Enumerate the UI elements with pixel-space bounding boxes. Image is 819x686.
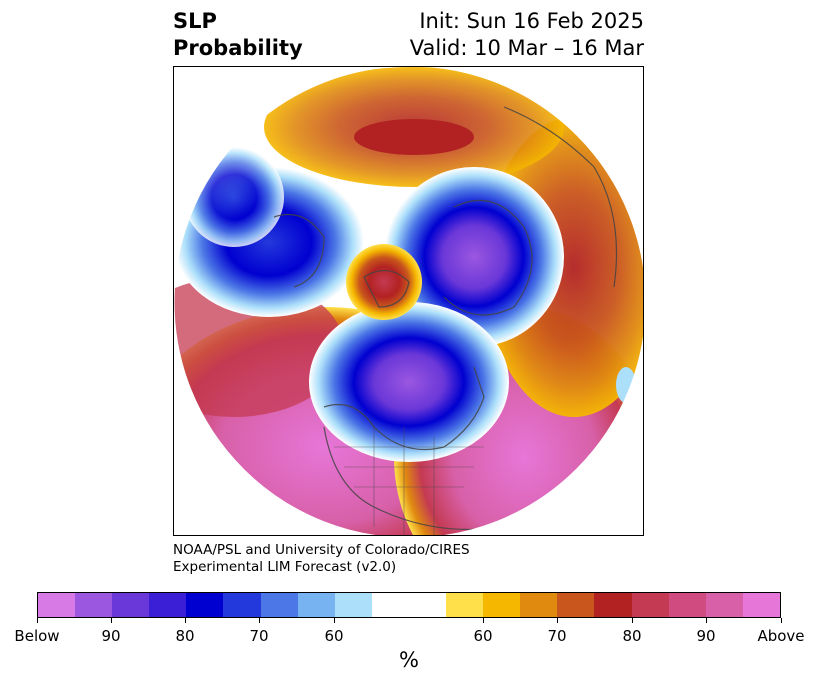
credit-line-2: Experimental LIM Forecast (v2.0) (173, 559, 397, 575)
colorbar (37, 592, 781, 618)
colorbar-tick-mark (557, 618, 558, 623)
colorbar-swatch (297, 593, 335, 617)
colorbar-tick-mark (781, 618, 782, 623)
credit-line-1: NOAA/PSL and University of Colorado/CIRE… (173, 542, 470, 558)
colorbar-tick-label: 80 (175, 627, 195, 645)
colorbar-unit: % (399, 648, 419, 672)
colorbar-swatch (520, 593, 558, 617)
colorbar-swatch (149, 593, 187, 617)
colorbar-swatch (75, 593, 113, 617)
title-variable: SLP (173, 9, 217, 33)
colorbar-swatch (223, 593, 261, 617)
colorbar-tick-label: 60 (473, 627, 493, 645)
colorbar-tick-mark (111, 618, 112, 623)
colorbar-swatch (112, 593, 150, 617)
colorbar-tick-mark (334, 618, 335, 623)
colorbar-swatch (371, 593, 447, 617)
colorbar-swatch (260, 593, 298, 617)
colorbar-swatch (631, 593, 669, 617)
colorbar-tick-label: 60 (324, 627, 344, 645)
colorbar-swatch (742, 593, 780, 617)
colorbar-tick-mark (483, 618, 484, 623)
forecast-dates: Init: Sun 16 Feb 2025 Valid: 10 Mar – 16… (410, 8, 644, 62)
title-metric: Probability (173, 36, 303, 60)
colorbar-tick-mark (259, 618, 260, 623)
map-title: SLP Probability (173, 8, 303, 62)
colorbar-tick-mark (37, 618, 38, 623)
colorbar-swatch (186, 593, 224, 617)
colorbar-tick-mark (706, 618, 707, 623)
colorbar-tick-label: Below (14, 627, 60, 645)
colorbar-swatch (668, 593, 706, 617)
colorbar-swatch (557, 593, 595, 617)
init-date: Init: Sun 16 Feb 2025 (419, 9, 644, 33)
colorbar-tick-label: 70 (249, 627, 269, 645)
colorbar-swatch (334, 593, 372, 617)
colorbar-tick-label: Above (757, 627, 805, 645)
map-panel (173, 66, 644, 536)
colorbar-tick-label: 90 (696, 627, 716, 645)
valid-range: Valid: 10 Mar – 16 Mar (409, 36, 644, 60)
colorbar-tick-label: 70 (547, 627, 567, 645)
colorbar-swatch (446, 593, 484, 617)
colorbar-swatch (705, 593, 743, 617)
colorbar-tick-mark (632, 618, 633, 623)
colorbar-swatch (38, 593, 76, 617)
colorbar-tick-label: 90 (101, 627, 121, 645)
colorbar-swatch (594, 593, 632, 617)
polar-map (174, 67, 643, 535)
colorbar-swatch (483, 593, 521, 617)
colorbar-tick-mark (185, 618, 186, 623)
data-credit: NOAA/PSL and University of Colorado/CIRE… (173, 542, 470, 576)
colorbar-tick-label: 80 (622, 627, 642, 645)
